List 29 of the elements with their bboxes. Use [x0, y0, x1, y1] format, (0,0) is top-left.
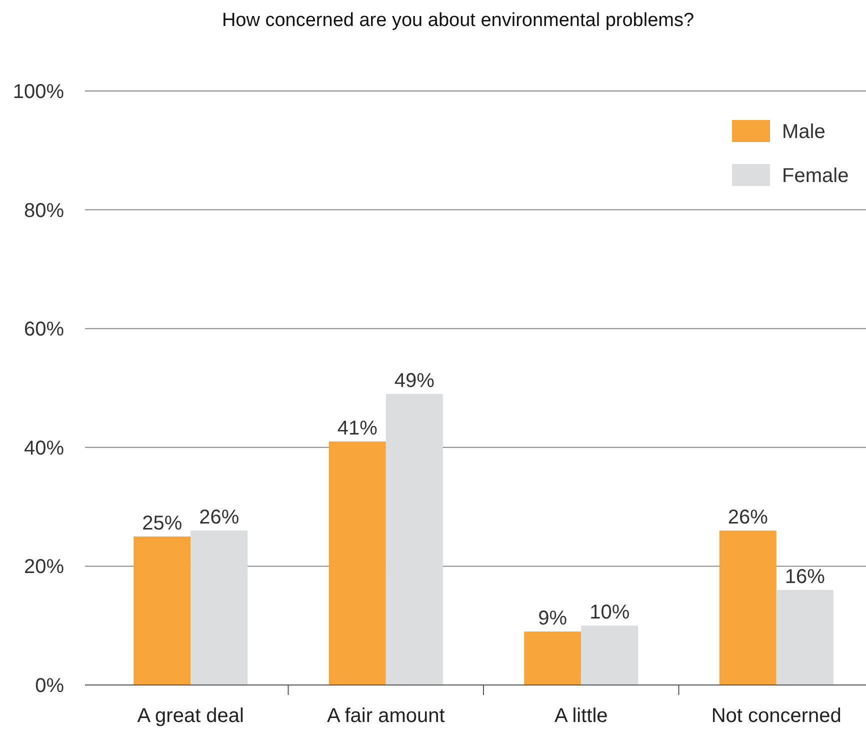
x-tick-label: Not concerned: [711, 705, 842, 727]
data-label: 26%: [199, 506, 240, 529]
y-tick-label: 80%: [24, 200, 64, 222]
chart-title: How concerned are you about environmental problems?: [222, 10, 694, 31]
bar: [581, 626, 638, 685]
legend-label: Female: [782, 165, 849, 187]
x-tick-label: A fair amount: [326, 705, 446, 727]
x-tick-label: A little: [554, 705, 608, 727]
y-tick-label: 100%: [12, 81, 64, 103]
y-tick-label: 0%: [35, 675, 64, 697]
data-label: 49%: [394, 370, 435, 392]
legend-label: Male: [782, 121, 826, 143]
data-label: 16%: [784, 566, 826, 588]
bar: [190, 530, 248, 685]
bar: [134, 536, 191, 685]
bar: [328, 441, 386, 685]
data-label: 41%: [337, 417, 378, 440]
y-tick-label: 20%: [24, 556, 64, 578]
bar: [776, 590, 834, 685]
data-label: 26%: [728, 506, 768, 529]
data-label: 25%: [142, 512, 182, 534]
x-tick-label: A great deal: [137, 705, 244, 727]
bar: [524, 632, 582, 685]
bar: [719, 530, 776, 685]
y-tick-label: 40%: [24, 437, 64, 460]
data-label: 9%: [538, 608, 568, 630]
data-label: 10%: [590, 602, 630, 624]
bar: [386, 394, 443, 685]
y-tick-label: 60%: [24, 318, 64, 341]
